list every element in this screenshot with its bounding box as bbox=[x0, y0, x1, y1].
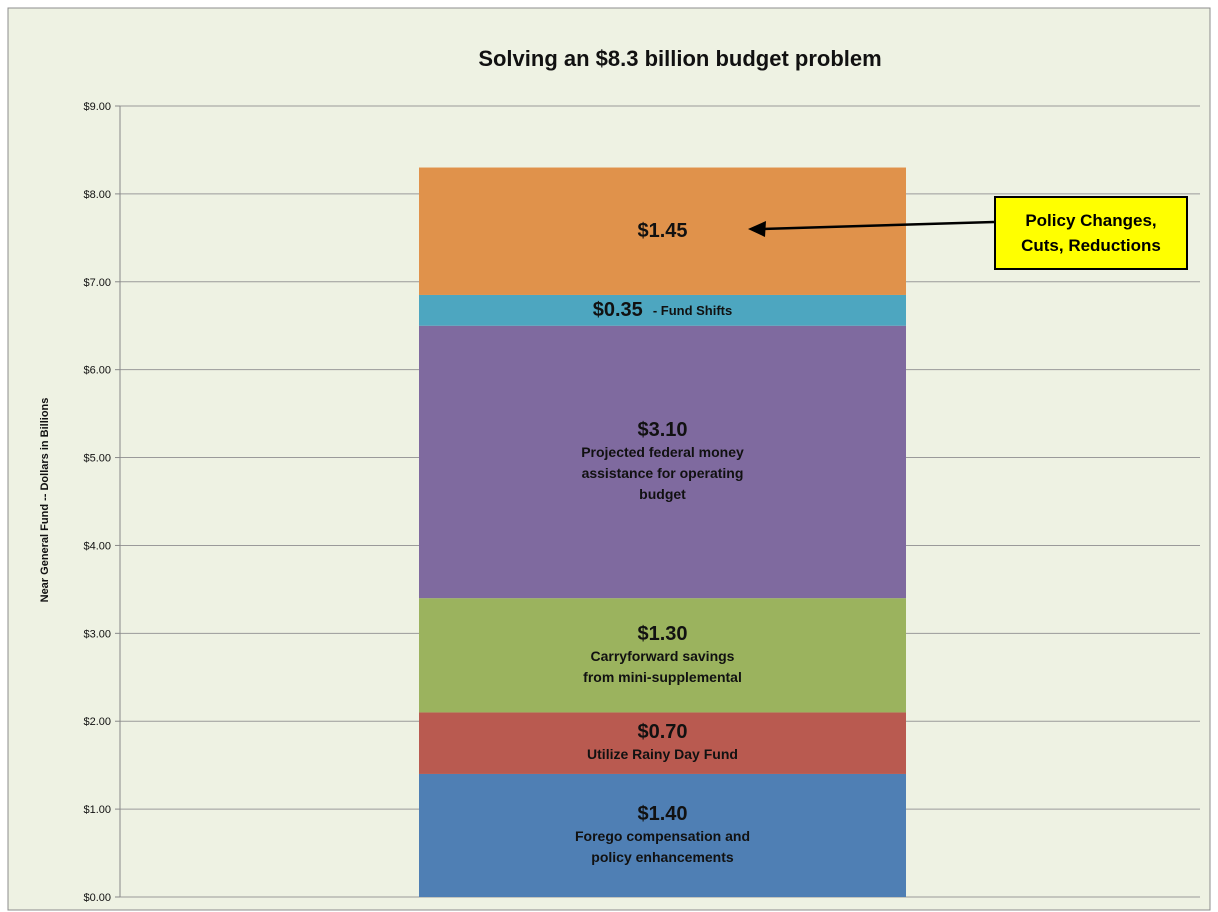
bar-segment bbox=[419, 773, 906, 897]
bar-segment bbox=[419, 294, 906, 326]
segment-label: $3.10 Projected federal money assistance … bbox=[419, 326, 906, 598]
bar-segment bbox=[419, 598, 906, 713]
value-label: $1.40 bbox=[637, 802, 688, 825]
value-label: $1.30 bbox=[637, 622, 688, 645]
y-tick-label: $4.00 bbox=[83, 540, 111, 552]
y-tick-label: $9.00 bbox=[83, 101, 111, 113]
y-axis-label: Near General Fund -- Dollars in Billions bbox=[39, 398, 51, 603]
bar-segment bbox=[419, 167, 906, 295]
arrow-head bbox=[748, 221, 766, 237]
segment-label: $0.35 - Fund Shifts bbox=[419, 295, 906, 326]
value-label: $3.10 bbox=[637, 418, 688, 441]
segment-description: - Fund Shifts bbox=[652, 302, 733, 318]
y-tick-label: $8.00 bbox=[83, 189, 111, 201]
value-label: $0.35 bbox=[592, 298, 643, 321]
segment-description: Forego compensation and policy enhanceme… bbox=[574, 827, 750, 865]
y-tick-label: $1.00 bbox=[83, 804, 111, 816]
value-label: $1.45 bbox=[637, 219, 688, 242]
segment-label: $1.40 Forego compensation and policy enha… bbox=[419, 774, 906, 897]
value-label: $0.70 bbox=[637, 721, 688, 744]
segment-description: Projected federal money assistance for o… bbox=[581, 443, 744, 502]
segment-description: Carryforward savings from mini-supplemen… bbox=[583, 647, 742, 685]
y-tick-label: $2.00 bbox=[83, 716, 111, 728]
segment-description: Utilize Rainy Day Fund bbox=[587, 746, 738, 763]
y-tick-label: $5.00 bbox=[83, 453, 111, 465]
y-tick-label: $3.00 bbox=[83, 628, 111, 640]
bar-segment bbox=[419, 712, 906, 774]
annotation: Policy Changes, Cuts, Reductions bbox=[994, 196, 1188, 270]
y-tick-label: $7.00 bbox=[83, 277, 111, 289]
arrow bbox=[759, 220, 995, 231]
segment-label: $1.30 Carryforward savings from mini-supp… bbox=[419, 598, 906, 712]
bar-segment bbox=[419, 325, 906, 599]
segment-label: $1.45 bbox=[419, 168, 906, 295]
y-tick-label: $0.00 bbox=[83, 892, 111, 904]
chart-title: Solving an $8.3 billion budget problem bbox=[478, 46, 881, 71]
segment-label: $0.70 Utilize Rainy Day Fund bbox=[419, 712, 906, 774]
y-tick-label: $6.00 bbox=[83, 365, 111, 377]
